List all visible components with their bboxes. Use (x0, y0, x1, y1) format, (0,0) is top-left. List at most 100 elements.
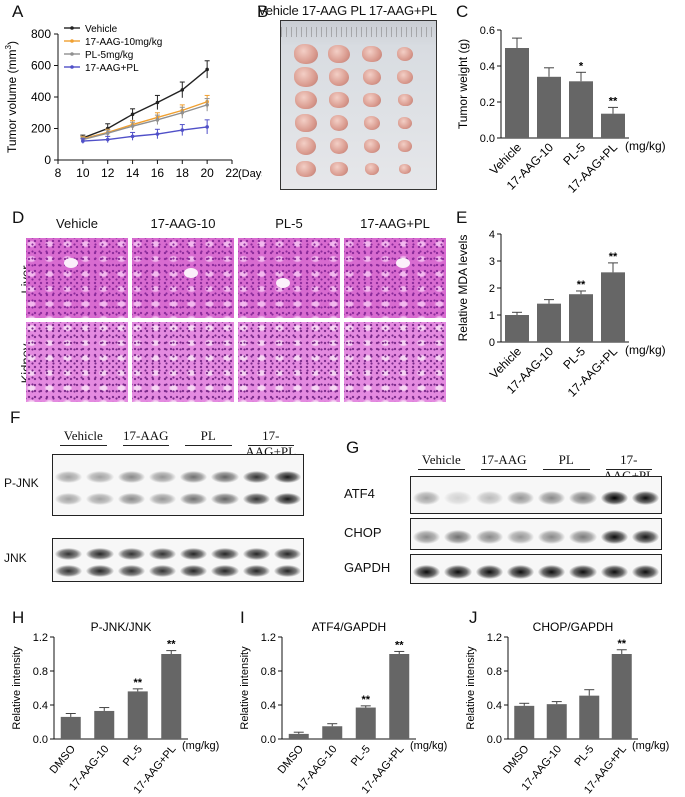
blot-lane-underline (543, 469, 590, 470)
histology-tile (132, 322, 234, 402)
histology-column-label: 17-AAG+PL (360, 216, 430, 231)
tumor-specimen (397, 93, 413, 107)
I-title: ATF4/GAPDH (312, 620, 386, 634)
blot-band (631, 565, 659, 579)
a-x-tick-label: 22 (225, 166, 239, 180)
blot-lane-label: 17-AAG (481, 452, 527, 467)
chart-chop-gapdh: 0.0 0.4 0.8 1.2 Relative intensity CHOP/GAPDH… (465, 620, 669, 796)
H-sig-label: ** (167, 639, 176, 651)
blot-band (211, 565, 239, 578)
blot-band (444, 565, 472, 579)
tumor-specimen (328, 68, 350, 86)
a-y-tick-label: 600 (31, 59, 51, 73)
a-legend-label: Vehicle (85, 24, 118, 35)
blot-band (506, 565, 534, 579)
a-y-tick-label: 200 (31, 122, 51, 136)
blot-band (444, 491, 472, 505)
J-unit: (mg/kg) (632, 740, 669, 752)
blot-lane-underline (418, 469, 465, 470)
histology-tile (26, 322, 128, 402)
blot-band (117, 493, 145, 505)
blot-band (506, 491, 534, 505)
J-y-label: Relative intensity (465, 646, 477, 730)
I-category-label: DMSO (276, 743, 307, 776)
histology-tile (344, 238, 446, 318)
a-x-tick-label: 20 (200, 166, 214, 180)
blot-row-label: ATF4 (344, 486, 375, 501)
blot-band (117, 470, 145, 483)
tumor-specimen (398, 140, 412, 152)
a-x-tick-label: 10 (76, 166, 90, 180)
I-bar (288, 733, 309, 739)
tumor-specimen (296, 160, 316, 178)
blot-row-label: JNK (4, 551, 27, 565)
blot-band (211, 493, 239, 505)
western-blot-f: Vehicle 17-AAG PL 17-AAG+PL P-JNK JNK (0, 420, 320, 590)
blot-band (148, 565, 176, 578)
C-y-tick-label: 0.0 (480, 133, 495, 145)
blot-band (600, 530, 628, 544)
blot-band (475, 565, 503, 579)
J-bar (514, 705, 535, 739)
tumor-specimen (363, 92, 381, 108)
a-y-tick-label: 800 (31, 27, 51, 41)
blot-row-label: CHOP (344, 525, 382, 540)
histology-tile (238, 238, 340, 318)
blot-band (506, 530, 534, 544)
J-bar (579, 695, 600, 739)
tumor-photo (280, 20, 437, 190)
histology-column-label: 17-AAG-10 (150, 216, 216, 231)
a-series-line (82, 104, 208, 141)
tumor-specimen (328, 44, 350, 64)
blot-band (475, 530, 503, 544)
J-sig-label: ** (617, 638, 626, 650)
a-legend-marker (70, 26, 74, 30)
blot-lane-underline (122, 445, 169, 446)
panel-b-title: Vehicle 17-AAG PL 17-AAG+PL (258, 3, 437, 18)
blot-lane-underline (185, 445, 232, 446)
histology-tile (344, 322, 446, 402)
E-unit: (mg/kg) (625, 343, 666, 357)
tumor-specimen (362, 45, 382, 63)
tumor-specimen (295, 113, 317, 133)
blot-band (86, 470, 114, 483)
blot-lane-label: Vehicle (421, 452, 461, 467)
C-y-tick-label: 0.4 (480, 61, 495, 73)
E-bar (537, 303, 561, 342)
I-y-tick-label: 0.0 (261, 734, 276, 746)
histology-column-label: PL-5 (275, 216, 303, 231)
I-category-label: PL-5 (349, 743, 373, 769)
blot-band (569, 491, 597, 505)
blot-row-label: GAPDH (344, 560, 391, 575)
a-series-line (82, 68, 208, 139)
tumor-specimen (364, 162, 380, 176)
a-x-tick-label: 18 (176, 166, 190, 180)
blot-band (273, 565, 301, 578)
blot-band (569, 565, 597, 579)
a-point (105, 131, 110, 136)
a-series-line (82, 101, 208, 140)
I-bar (355, 707, 376, 739)
H-y-label: Relative intensity (11, 646, 23, 730)
blot-band (600, 565, 628, 579)
blot-lane-label: PL (200, 428, 216, 443)
blot-band (211, 548, 239, 561)
tumor-specimen (362, 69, 382, 85)
J-bar (611, 654, 632, 739)
blot-band (413, 491, 441, 505)
J-title: CHOP/GAPDH (533, 620, 614, 634)
tumor-specimen (396, 46, 414, 62)
blot-band (86, 493, 114, 505)
chart-pjnk-jnk: 0.0 0.4 0.8 1.2 Relative intensity P-JNK/JNK D… (11, 620, 219, 796)
C-bar (505, 48, 529, 138)
C-y-tick-label: 0.6 (480, 25, 495, 37)
H-y-tick-label: 0.8 (33, 666, 48, 678)
a-point (130, 134, 135, 139)
H-bar (161, 654, 182, 739)
I-sig-label: ** (361, 694, 370, 706)
blot-band (538, 530, 566, 544)
panel-letter-d: D (12, 208, 25, 227)
